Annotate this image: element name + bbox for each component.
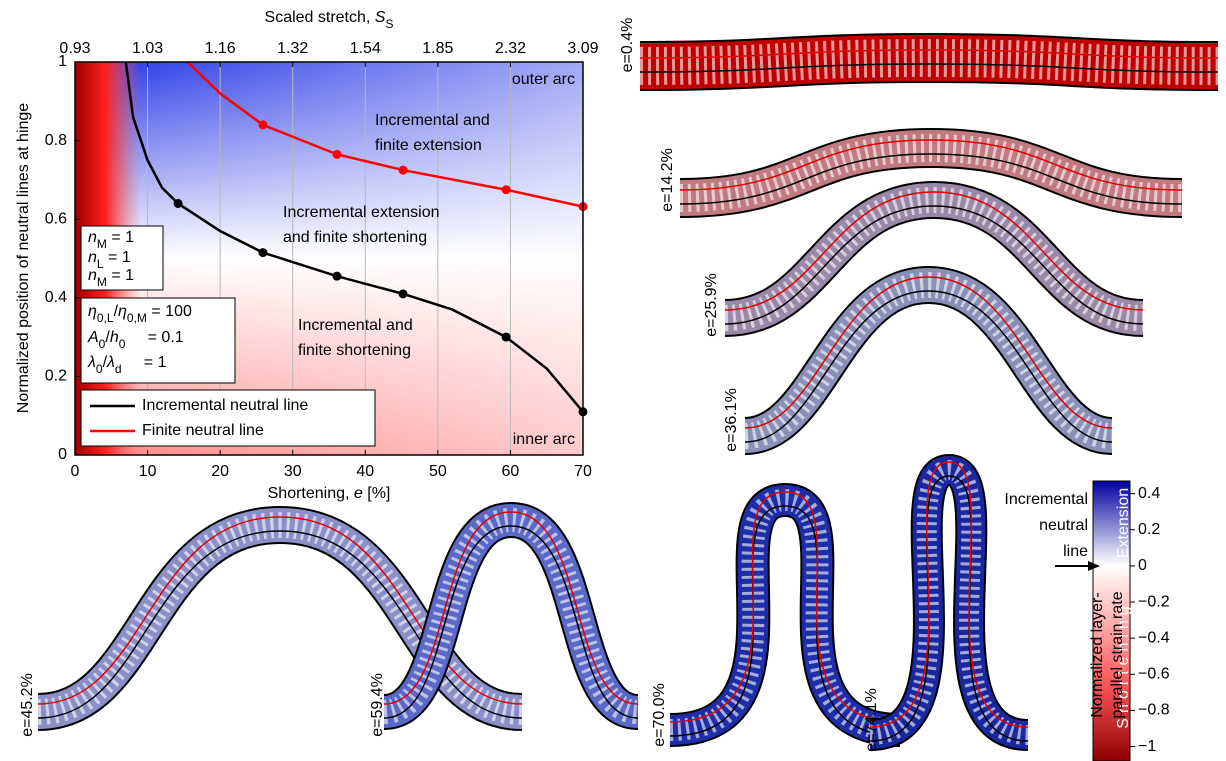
subscript: M (97, 275, 107, 289)
top-tick-label: 2.32 (495, 40, 526, 57)
text-part: = 0.1 (125, 329, 183, 346)
italic-part: A (87, 329, 99, 346)
main-plot (75, 62, 588, 455)
italic-part: e (354, 485, 363, 502)
annotation: Incremental and (375, 112, 490, 129)
annotation: inner arc (513, 431, 575, 448)
annotation: finite shortening (298, 342, 411, 359)
colorbar-tick-label: −0.8 (1138, 702, 1170, 719)
text-part: [%] (363, 485, 391, 502)
colorbar-label: Normalized layer- (1089, 592, 1106, 717)
colorbar-tick-label: −1 (1138, 738, 1156, 755)
fold-label: e=45.2% (19, 673, 36, 737)
colorbar-label: parallel strain rate (1109, 591, 1126, 718)
subscript: S (385, 17, 393, 31)
fold-label: e=59.4% (369, 673, 386, 737)
label: Scaled stretch, SS (265, 9, 394, 31)
top-tick-label: 1.32 (277, 40, 308, 57)
y-axis-label: Normalized position of neutral lines at … (15, 103, 32, 414)
legend-label: Finite neutral line (142, 422, 264, 439)
fold-outline (870, 470, 1028, 735)
colorbar-tick-label: −0.6 (1138, 666, 1170, 683)
neutral-label: neutral (1039, 517, 1088, 534)
subscript: 0,L (97, 311, 114, 325)
italic-part: n (88, 267, 97, 284)
y-tick-label: 0 (58, 446, 67, 463)
text-part: = 100 (147, 303, 192, 320)
colorbar-tick-label: −0.2 (1138, 593, 1170, 610)
italic-part: S (375, 9, 386, 26)
x-tick-label: 70 (574, 463, 592, 480)
text-part: Scaled stretch, (265, 9, 375, 26)
italic-part: λ (87, 354, 96, 371)
x-tick-label: 30 (284, 463, 302, 480)
fold-label: e=36.1% (723, 388, 740, 452)
fold-layer (870, 470, 1028, 735)
annotation: outer arc (512, 71, 575, 88)
text-part: = 1 (107, 229, 134, 246)
marker (332, 150, 341, 159)
x-tick-label: 20 (211, 463, 229, 480)
italic-part: η (88, 303, 97, 320)
neutral-label: line (1063, 543, 1088, 560)
finite-line (670, 492, 900, 722)
text-part: = 1 (107, 267, 134, 284)
annotation: and finite shortening (283, 229, 427, 246)
marker (258, 248, 267, 257)
x-tick-label: 0 (71, 463, 80, 480)
extension-label: Extension (1115, 488, 1132, 558)
x-tick-label: 60 (502, 463, 520, 480)
text-part: Shortening, (268, 485, 354, 502)
top-tick-label: 1.85 (422, 40, 453, 57)
fold-label: e=25.9% (703, 273, 720, 337)
colorbar-tick-label: −0.4 (1138, 629, 1170, 646)
top-tick-label: 3.09 (567, 40, 598, 57)
marker (332, 272, 341, 281)
y-tick-label: 0.8 (45, 132, 67, 149)
text-part: = 1 (122, 354, 167, 371)
colorbar-tick-label: 0.4 (1138, 485, 1160, 502)
italic-part: n (88, 249, 97, 266)
top-tick-label: 1.54 (350, 40, 381, 57)
fold-markers (870, 470, 1028, 735)
italic-part: n (88, 229, 97, 246)
annotation: Incremental extension (283, 204, 440, 221)
legend-label: Incremental neutral line (142, 397, 308, 414)
fold-label: e=14.2% (659, 148, 676, 212)
marker (258, 120, 267, 129)
y-tick-label: 0.2 (45, 368, 67, 385)
marker (399, 289, 408, 298)
x-tick-label: 40 (356, 463, 374, 480)
italic-part: η (118, 303, 127, 320)
annotation: Incremental and (298, 317, 413, 334)
y-tick-label: 0.6 (45, 210, 67, 227)
marker (174, 199, 183, 208)
subscript: d (115, 362, 122, 376)
x-tick-label: 10 (139, 463, 157, 480)
marker (399, 166, 408, 175)
subscript: 0,M (127, 311, 147, 325)
fold-label: e=0.4% (619, 18, 636, 73)
italic-part: λ (106, 354, 115, 371)
marker (502, 185, 511, 194)
label: Shortening, e [%] (268, 485, 391, 502)
fold-label: e=70.0% (651, 683, 668, 747)
x-tick-label: 50 (429, 463, 447, 480)
y-tick-label: 0.4 (45, 289, 67, 306)
text-part: = 1 (104, 249, 131, 266)
neutral-label: Incremental (1004, 491, 1088, 508)
colorbar-tick-label: 0.2 (1138, 521, 1160, 538)
fold-label: e=74.1% (863, 688, 880, 752)
colorbar-tick-label: 0 (1138, 557, 1147, 574)
annotation: finite extension (375, 137, 482, 154)
italic-part: h (110, 329, 119, 346)
neutral-line (870, 476, 1028, 741)
figure: 01020304050607000.20.40.60.810.931.031.1… (0, 0, 1226, 761)
top-tick-label: 1.03 (132, 40, 163, 57)
top-tick-label: 0.93 (59, 40, 90, 57)
top-tick-label: 1.16 (205, 40, 236, 57)
marker (502, 333, 511, 342)
